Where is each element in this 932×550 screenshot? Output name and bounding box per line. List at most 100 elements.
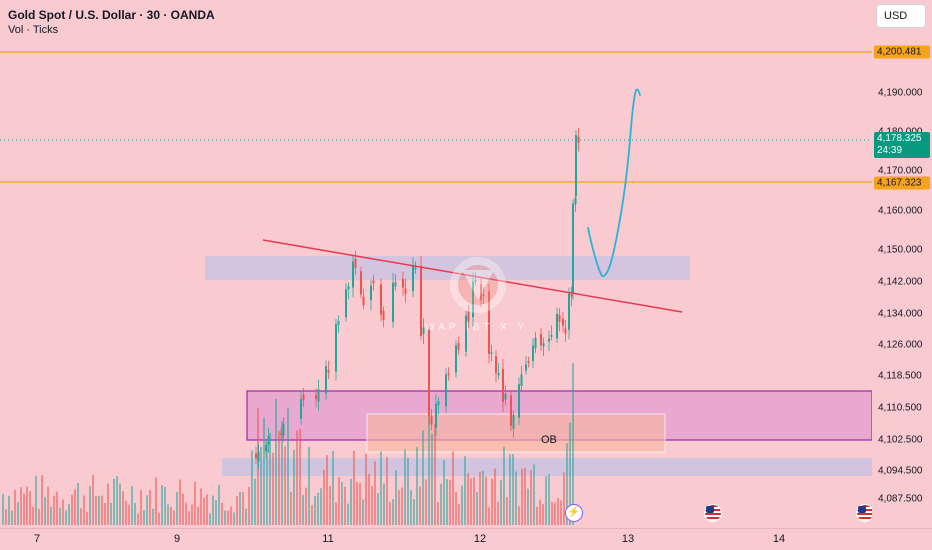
volume-bar (434, 424, 436, 525)
candle (265, 440, 267, 459)
time-axis[interactable]: 7 9 11 12 13 14 (0, 528, 932, 550)
price-axis-label: 4,118.500 (878, 370, 922, 382)
volume-bar (221, 502, 223, 525)
volume-bar (497, 501, 499, 525)
candle (335, 319, 337, 381)
candle (472, 272, 474, 327)
candle (520, 365, 523, 391)
volume-bar (116, 476, 118, 525)
volume-bar (38, 508, 40, 525)
volume-bar (332, 451, 334, 525)
volume-bar (20, 487, 22, 525)
lower-demand-zone[interactable] (222, 458, 872, 476)
volume-bar (404, 449, 406, 525)
price-axis-label: 4,110.500 (878, 402, 922, 414)
candle (257, 443, 260, 468)
volume-bar (125, 500, 127, 525)
volume-bar (368, 473, 370, 525)
volume-bar (23, 493, 25, 525)
volume-bar (563, 472, 565, 525)
volume-bar (107, 483, 109, 525)
flash-event-icon[interactable]: ⚡ (565, 504, 583, 522)
candle (414, 261, 417, 274)
candle (370, 279, 372, 311)
volume-bar (5, 509, 7, 525)
price-axis[interactable]: 4,190.000 4,180.000 4,170.000 4,160.000 … (872, 0, 932, 528)
volume-bar (254, 478, 256, 525)
volume-bar (113, 478, 115, 525)
current-price-tag[interactable]: 4,178.325 24:39 (874, 132, 930, 158)
volume-bar (524, 467, 526, 525)
candle (542, 337, 545, 357)
candle (534, 332, 537, 353)
us-flag-event-icon[interactable] (704, 504, 722, 522)
volume-bar (500, 480, 502, 525)
volume-bar (272, 452, 274, 525)
candle (420, 256, 422, 340)
candle (404, 278, 407, 304)
volume-bar (131, 485, 133, 525)
candle (550, 325, 553, 341)
symbol-title[interactable]: Gold Spot / U.S. Dollar · 30 · OANDA (8, 8, 215, 22)
volume-bar (263, 417, 265, 525)
volume-bar (98, 495, 100, 525)
volume-bar (218, 484, 220, 525)
volume-bar (344, 486, 346, 525)
price-chart-plot[interactable] (0, 0, 872, 528)
volume-bar (188, 511, 190, 525)
volume-bar (194, 481, 196, 525)
order-block-zone[interactable] (366, 413, 666, 453)
volume-bar (377, 493, 379, 525)
volume-bar (554, 502, 556, 525)
candle (394, 274, 397, 291)
candle (495, 349, 497, 383)
volume-bar (269, 432, 271, 525)
volume-bar (17, 502, 19, 525)
time-axis-label: 9 (173, 533, 181, 545)
order-block-label: OB (541, 434, 557, 446)
volume-bar (506, 496, 508, 525)
candle (392, 273, 394, 328)
volume-bar (26, 486, 28, 525)
candlesticks (255, 127, 580, 468)
candle (532, 338, 534, 369)
candle (352, 256, 354, 298)
volume-bar (101, 495, 103, 525)
candle (380, 278, 382, 322)
volume-bar (362, 499, 364, 525)
volume-bar (398, 490, 400, 525)
volume-bar (176, 491, 178, 525)
volume-bar (266, 442, 268, 525)
lower-level-price-tag[interactable]: 4,167.323 (874, 176, 930, 190)
currency-button[interactable]: USD (876, 4, 926, 28)
candle (577, 127, 580, 152)
candle (512, 410, 515, 438)
volume-bar (92, 475, 94, 525)
volume-bar (422, 430, 424, 525)
volume-bar (146, 495, 148, 525)
candle (525, 356, 527, 375)
volume-indicator-label[interactable]: Vol · Ticks (8, 24, 59, 36)
descending-trend-line[interactable] (262, 239, 683, 313)
projection-path[interactable] (587, 88, 641, 277)
volume-bar (452, 451, 454, 525)
upper-level-price-tag[interactable]: 4,200.481 (874, 45, 930, 59)
upper-supply-zone[interactable] (205, 256, 690, 280)
volume-bar (473, 477, 475, 525)
time-axis-label: 11 (322, 533, 334, 545)
volume-bar (548, 474, 550, 525)
volume-bar (284, 446, 286, 525)
volume-bar (290, 491, 292, 525)
time-axis-label: 13 (621, 533, 635, 545)
volume-bar (467, 473, 469, 525)
volume-bar (353, 450, 355, 525)
candle (482, 286, 485, 305)
volume-bar (248, 486, 250, 525)
candle (455, 340, 457, 378)
candle (362, 288, 365, 310)
volume-bar (11, 510, 13, 525)
volume-bar (539, 499, 541, 525)
candle (467, 305, 470, 329)
lion-watermark-logo (450, 257, 506, 313)
volume-bar (128, 505, 130, 525)
